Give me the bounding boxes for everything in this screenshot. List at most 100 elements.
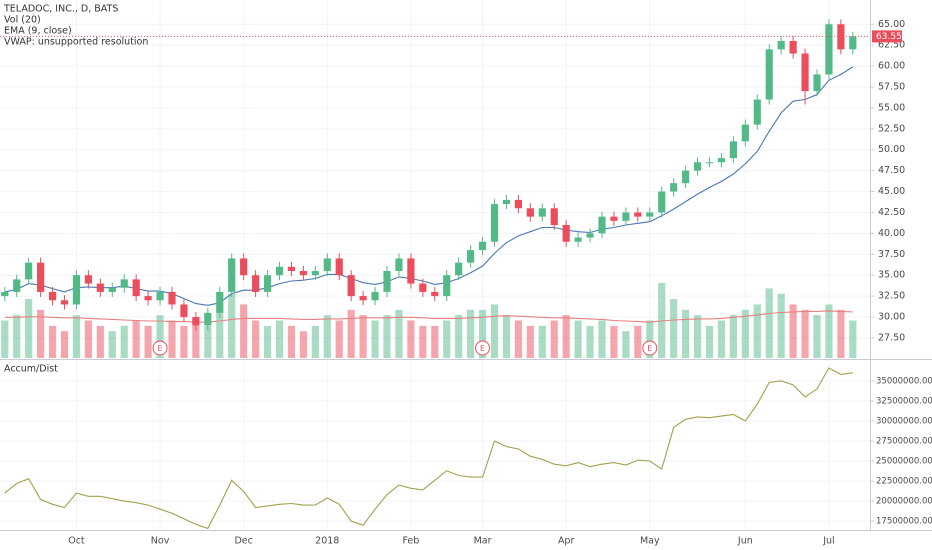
candle-body <box>658 191 666 213</box>
earnings-marker <box>475 340 491 356</box>
candle-body <box>335 258 343 276</box>
volume-bar <box>825 304 833 358</box>
candle-body <box>1 291 9 297</box>
volume-bar <box>383 315 391 358</box>
candle-body <box>693 162 702 171</box>
volume-bar <box>96 325 104 358</box>
volume-bar <box>192 320 200 358</box>
last-price-box <box>872 30 902 43</box>
volume-bar <box>180 325 188 358</box>
volume-bar <box>156 315 164 358</box>
volume-bar <box>335 320 343 358</box>
candle-body <box>120 279 128 288</box>
volume-bar <box>693 315 702 358</box>
volume-bar <box>311 325 319 358</box>
volume-bar <box>287 325 296 358</box>
candle-body <box>729 141 737 159</box>
volume-bar <box>490 304 499 358</box>
y2-tick-label: 20000000.0000 <box>876 497 932 507</box>
volume-bar <box>837 309 845 358</box>
earnings-marker <box>152 340 168 356</box>
candle-body <box>180 304 188 318</box>
candle-body <box>311 271 319 276</box>
volume-bar <box>729 315 737 358</box>
candle-body <box>825 24 833 75</box>
earnings-label: E <box>647 344 652 353</box>
lower-pane-title: Accum/Dist <box>4 364 58 375</box>
x-tick-label: Apr <box>558 536 575 547</box>
y-tick-label: 40.00 <box>878 228 905 239</box>
volume-bar <box>514 320 522 358</box>
candle-body <box>526 208 534 217</box>
y-tick-label: 50.00 <box>878 144 905 155</box>
earnings-marker <box>642 340 658 356</box>
volume-bar <box>538 325 546 358</box>
candle-body <box>813 74 821 92</box>
volume-bar <box>25 299 33 358</box>
volume-bar <box>526 325 534 358</box>
candle-body <box>263 275 272 292</box>
candle-body <box>562 225 570 242</box>
y-tick-label: 27.50 <box>878 332 905 343</box>
candle-body <box>323 258 331 272</box>
y-tick-label: 57.50 <box>878 81 905 92</box>
candle-body <box>777 40 785 50</box>
candle-body <box>132 279 140 297</box>
candle-body <box>550 208 558 226</box>
chart-title: TELADOC, INC., D, BATS <box>3 4 118 15</box>
volume-bar <box>431 325 439 358</box>
candle-body <box>741 124 749 142</box>
x-tick-label: Jun <box>737 536 753 547</box>
volume-bar <box>395 309 403 358</box>
y2-tick-label: 35000000.0000 <box>876 376 932 386</box>
volume-bar <box>84 320 92 358</box>
x-tick-label: Jul <box>822 536 834 547</box>
y2-tick-label: 17500000.0000 <box>876 517 932 527</box>
candle-body <box>287 266 296 272</box>
x-tick-label: Mar <box>474 536 492 547</box>
y-tick-label: 47.50 <box>878 165 905 176</box>
volume-bar <box>502 315 511 358</box>
y-tick-label: 30.00 <box>878 312 905 323</box>
candle-body <box>574 237 582 242</box>
legend-item: Vol (20) <box>4 15 41 26</box>
volume-bar <box>478 309 487 358</box>
y-tick-label: 35.00 <box>878 270 905 281</box>
x-tick-label: Oct <box>68 536 85 547</box>
candle-body <box>144 296 152 301</box>
volume-bar <box>765 288 773 358</box>
volume-bar <box>120 325 128 358</box>
volume-bar <box>753 304 761 358</box>
volume-bar <box>813 315 821 358</box>
candle-body <box>598 216 606 234</box>
volume-bar <box>216 309 224 358</box>
last-price-label: 63.55 <box>876 32 902 42</box>
volume-bar <box>610 325 618 358</box>
volume-bar <box>240 304 248 358</box>
volume-bar <box>419 325 427 358</box>
candle-body <box>538 208 546 217</box>
volume-bar <box>299 331 307 358</box>
volume-bar <box>72 315 81 358</box>
legend-item: EMA (9, close) <box>4 26 72 37</box>
candle-body <box>646 212 654 217</box>
candle-body <box>634 212 642 217</box>
candle-body <box>490 204 499 242</box>
legend-item: VWAP: unsupported resolution <box>4 37 148 48</box>
volume-bar <box>741 309 749 358</box>
candle-body <box>37 262 45 292</box>
candle-body <box>25 262 33 280</box>
volume-bar <box>789 304 797 358</box>
y-tick-label: 62.50 <box>878 40 905 51</box>
volume-bar <box>48 325 57 358</box>
y2-tick-label: 30000000.0000 <box>876 416 932 426</box>
x-tick-label: Nov <box>151 536 170 547</box>
candle-body <box>359 296 367 301</box>
volume-bar <box>849 320 857 358</box>
candle-body <box>228 258 236 292</box>
candle-body <box>299 271 307 276</box>
candle-body <box>801 53 809 92</box>
y2-tick-label: 25000000.0000 <box>876 457 932 467</box>
volume-bar <box>168 320 176 358</box>
candle-body <box>765 49 773 100</box>
